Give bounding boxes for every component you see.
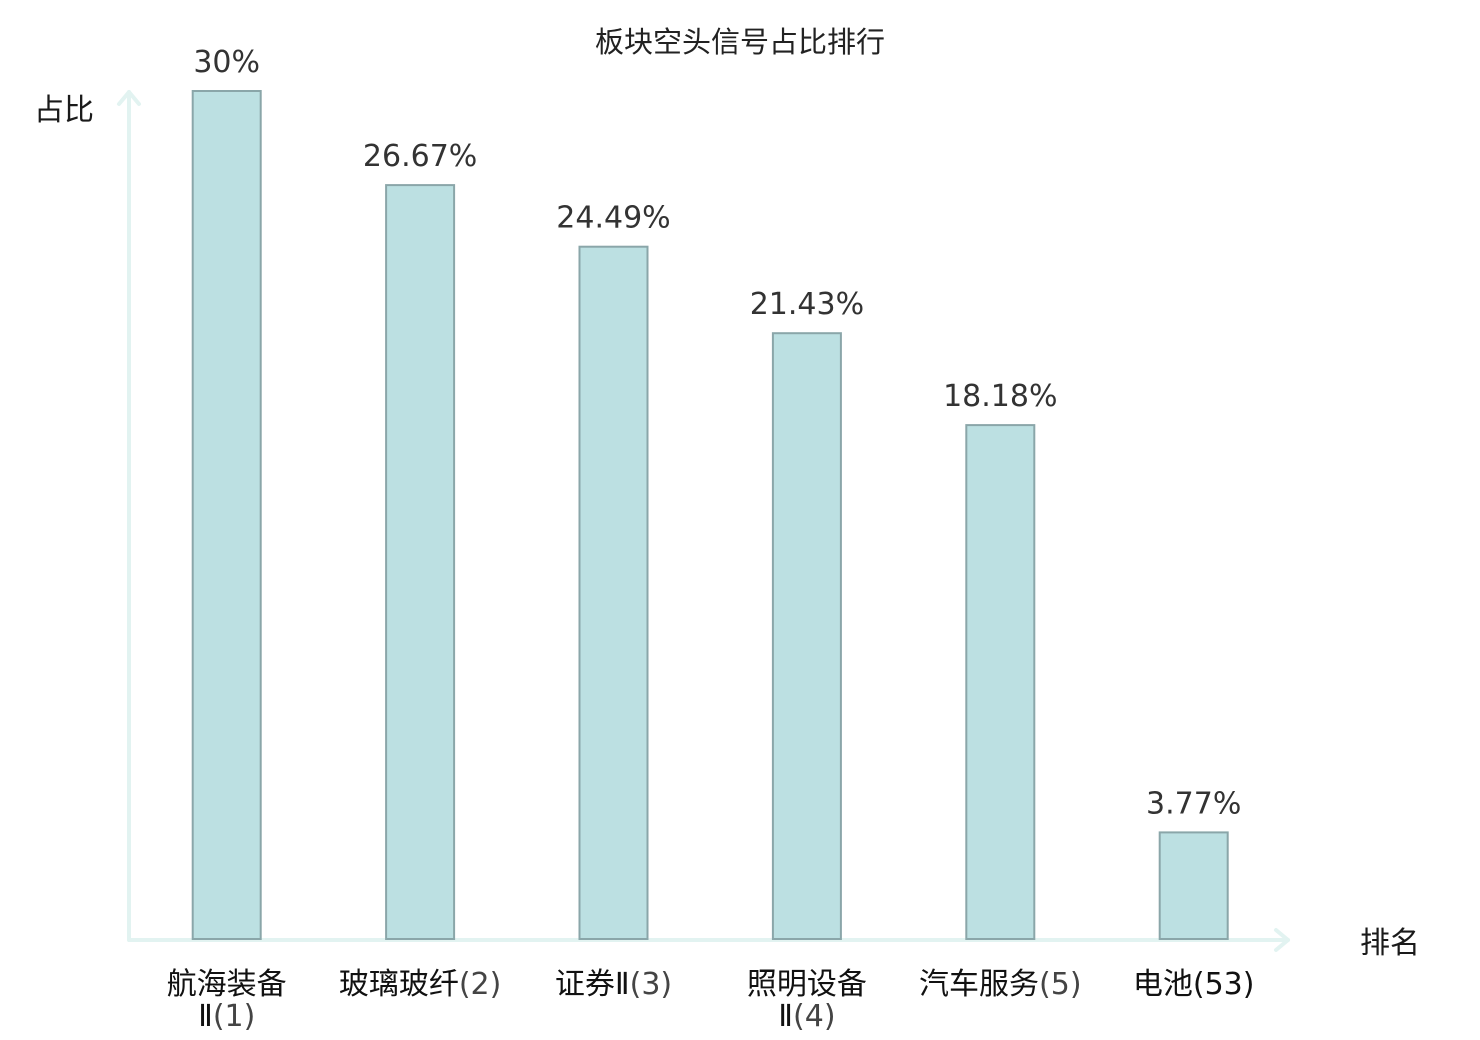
bar-2: [385, 184, 456, 941]
category-label-1-line-1: 航海装备: [167, 967, 287, 1002]
value-label-4: 21.43%: [750, 287, 864, 322]
category-name: 证券Ⅱ: [555, 967, 630, 1002]
bar-1: [191, 90, 262, 940]
category-rank: (3): [630, 967, 673, 1002]
category-name: 航海装备: [167, 967, 287, 1002]
value-label-5: 18.18%: [943, 379, 1057, 414]
category-label-1-line-2: Ⅱ(1): [198, 999, 255, 1034]
bar-6: [1158, 831, 1229, 941]
y-axis-label: 占比: [34, 93, 94, 128]
value-label-1: 30%: [193, 45, 260, 80]
value-labels-group: 30% 26.67% 24.49% 21.43% 18.18% 3.77%: [193, 45, 1241, 821]
category-rank: (53): [1193, 967, 1255, 1002]
category-name: Ⅱ: [198, 999, 213, 1034]
bars-group: [191, 90, 1229, 941]
bar-4: [771, 332, 842, 940]
category-label-3-line-1: 证券Ⅱ(3): [555, 967, 672, 1002]
category-rank: (1): [213, 999, 256, 1034]
category-rank: (4): [793, 999, 836, 1034]
x-axis-label: 排名: [1360, 926, 1420, 961]
category-name: 汽车服务: [919, 967, 1039, 1002]
category-label-5-line-1: 汽车服务(5): [919, 967, 1082, 1002]
category-name: Ⅱ: [778, 999, 793, 1034]
category-label-6-line-1: 电池(53): [1133, 967, 1255, 1002]
value-label-3: 24.49%: [556, 201, 670, 236]
value-label-2: 26.67%: [363, 139, 477, 174]
category-label-2-line-1: 玻璃玻纤(2): [339, 967, 501, 1002]
bar-3: [578, 245, 649, 940]
value-label-6: 3.77%: [1146, 786, 1241, 821]
category-label-4-line-1: 照明设备: [747, 967, 867, 1002]
category-name: 电池: [1133, 967, 1193, 1002]
bar-5: [965, 424, 1036, 941]
category-name: 玻璃玻纤: [339, 967, 459, 1002]
x-axis-arrow: [1274, 928, 1290, 952]
category-label-4-line-2: Ⅱ(4): [778, 999, 835, 1034]
category-rank: (5): [1039, 967, 1082, 1002]
category-name: 照明设备: [747, 967, 867, 1002]
category-rank: (2): [459, 967, 502, 1002]
chart-title: 板块空头信号占比排行: [595, 25, 885, 59]
